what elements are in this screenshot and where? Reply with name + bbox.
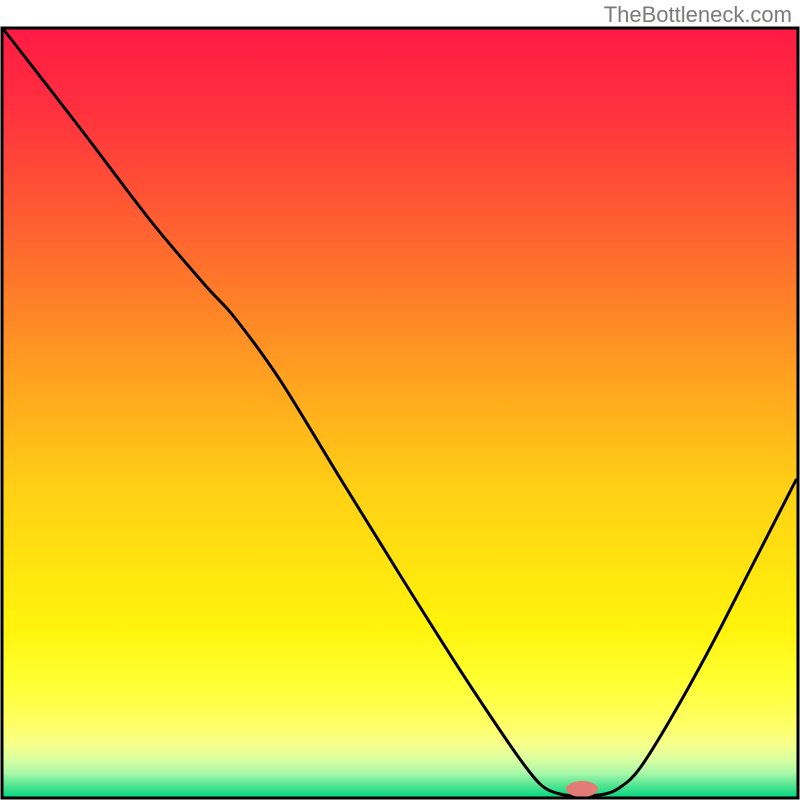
optimal-point-marker [566,781,598,797]
gradient-background [2,28,798,798]
chart-stage: TheBottleneck.com [0,0,800,800]
watermark-text: TheBottleneck.com [604,2,792,28]
bottleneck-curve-chart [0,0,800,800]
